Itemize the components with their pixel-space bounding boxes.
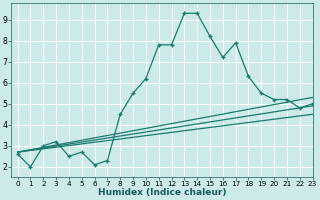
X-axis label: Humidex (Indice chaleur): Humidex (Indice chaleur) xyxy=(98,188,226,197)
